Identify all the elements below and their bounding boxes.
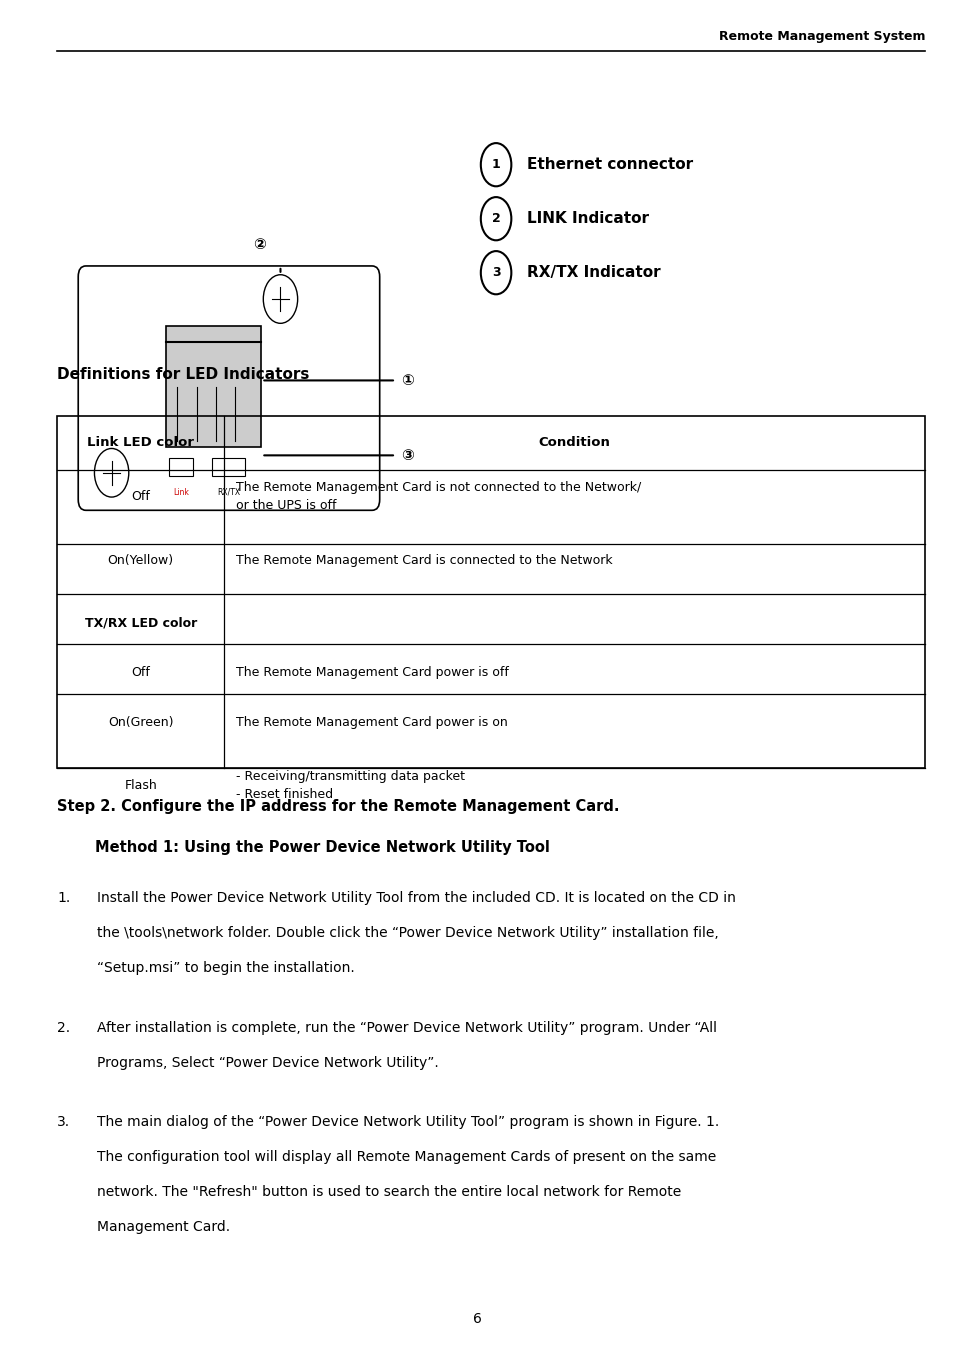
Text: 2.: 2. bbox=[57, 1021, 71, 1034]
Text: 2: 2 bbox=[491, 212, 500, 225]
Text: network. The "Refresh" button is used to search the entire local network for Rem: network. The "Refresh" button is used to… bbox=[97, 1185, 680, 1199]
Text: Definitions for LED Indicators: Definitions for LED Indicators bbox=[57, 367, 310, 382]
Text: LINK Indicator: LINK Indicator bbox=[526, 211, 648, 227]
Text: TX/RX LED color: TX/RX LED color bbox=[85, 617, 196, 629]
Text: The Remote Management Card is connected to the Network: The Remote Management Card is connected … bbox=[235, 555, 612, 567]
Circle shape bbox=[263, 275, 297, 323]
Text: The Remote Management Card is not connected to the Network/
or the UPS is off: The Remote Management Card is not connec… bbox=[235, 482, 640, 512]
Text: 3: 3 bbox=[491, 266, 500, 279]
Text: After installation is complete, run the “Power Device Network Utility” program. : After installation is complete, run the … bbox=[97, 1021, 717, 1034]
Text: ②: ② bbox=[253, 238, 266, 252]
Circle shape bbox=[480, 197, 511, 240]
Text: Remote Management System: Remote Management System bbox=[719, 30, 924, 43]
Text: - Receiving/transmitting data packet
- Reset finished: - Receiving/transmitting data packet - R… bbox=[235, 769, 464, 801]
Text: On(Yellow): On(Yellow) bbox=[108, 555, 173, 567]
Text: Ethernet connector: Ethernet connector bbox=[526, 157, 692, 173]
Text: The Remote Management Card power is off: The Remote Management Card power is off bbox=[235, 667, 508, 679]
Text: The Remote Management Card power is on: The Remote Management Card power is on bbox=[235, 717, 507, 729]
Text: Method 1: Using the Power Device Network Utility Tool: Method 1: Using the Power Device Network… bbox=[95, 840, 550, 855]
Text: 1: 1 bbox=[491, 158, 500, 171]
Text: Condition: Condition bbox=[538, 436, 610, 450]
Text: Link LED color: Link LED color bbox=[87, 436, 194, 450]
Text: “Setup.msi” to begin the installation.: “Setup.msi” to begin the installation. bbox=[97, 961, 355, 975]
Text: 6: 6 bbox=[472, 1312, 481, 1326]
Text: RX/TX: RX/TX bbox=[216, 487, 240, 497]
FancyBboxPatch shape bbox=[169, 458, 193, 475]
Text: ①: ① bbox=[400, 373, 413, 387]
Text: Install the Power Device Network Utility Tool from the included CD. It is locate: Install the Power Device Network Utility… bbox=[97, 891, 736, 904]
Text: Off: Off bbox=[132, 667, 150, 679]
Text: Management Card.: Management Card. bbox=[97, 1220, 231, 1234]
Text: Flash: Flash bbox=[124, 779, 157, 791]
FancyBboxPatch shape bbox=[78, 266, 379, 510]
Text: Step 2. Configure the IP address for the Remote Management Card.: Step 2. Configure the IP address for the… bbox=[57, 799, 619, 814]
FancyBboxPatch shape bbox=[166, 325, 261, 447]
Circle shape bbox=[480, 251, 511, 294]
Text: 3.: 3. bbox=[57, 1115, 71, 1129]
Text: the \tools\network folder. Double click the “Power Device Network Utility” insta: the \tools\network folder. Double click … bbox=[97, 926, 719, 940]
Text: Link: Link bbox=[172, 487, 189, 497]
Circle shape bbox=[480, 143, 511, 186]
Circle shape bbox=[94, 448, 129, 497]
Text: Programs, Select “Power Device Network Utility”.: Programs, Select “Power Device Network U… bbox=[97, 1056, 438, 1069]
Text: On(Green): On(Green) bbox=[108, 717, 173, 729]
FancyBboxPatch shape bbox=[212, 458, 245, 475]
Text: The configuration tool will display all Remote Management Cards of present on th: The configuration tool will display all … bbox=[97, 1150, 716, 1164]
Text: Off: Off bbox=[132, 490, 150, 504]
Text: ③: ③ bbox=[400, 448, 413, 463]
Text: 1.: 1. bbox=[57, 891, 71, 904]
Text: The main dialog of the “Power Device Network Utility Tool” program is shown in F: The main dialog of the “Power Device Net… bbox=[97, 1115, 719, 1129]
Text: RX/TX Indicator: RX/TX Indicator bbox=[526, 265, 659, 281]
